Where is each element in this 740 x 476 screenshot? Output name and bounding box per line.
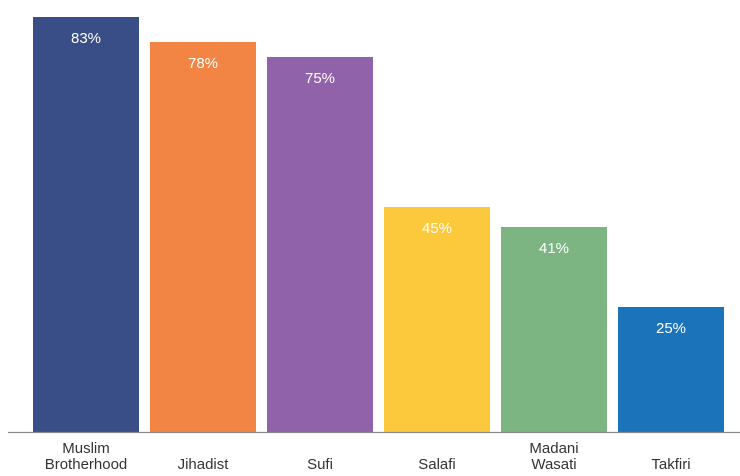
x-tick-label: Takfiri (651, 456, 690, 473)
data-label: 83% (71, 30, 101, 47)
data-label: 45% (422, 220, 452, 237)
bar (267, 57, 373, 432)
data-label: 25% (656, 320, 686, 337)
bar (150, 42, 256, 432)
x-tick-label: Madani Wasati (529, 440, 578, 473)
bar (618, 307, 724, 432)
x-tick-label: Sufi (307, 456, 333, 473)
data-label: 78% (188, 55, 218, 72)
x-tick-label: Muslim Brotherhood (45, 440, 128, 473)
x-tick-label: Salafi (418, 456, 456, 473)
bar (33, 17, 139, 432)
bar (501, 227, 607, 432)
x-tick-label: Jihadist (178, 456, 230, 473)
data-label: 41% (539, 240, 569, 257)
bar (384, 207, 490, 432)
data-label: 75% (305, 70, 335, 87)
